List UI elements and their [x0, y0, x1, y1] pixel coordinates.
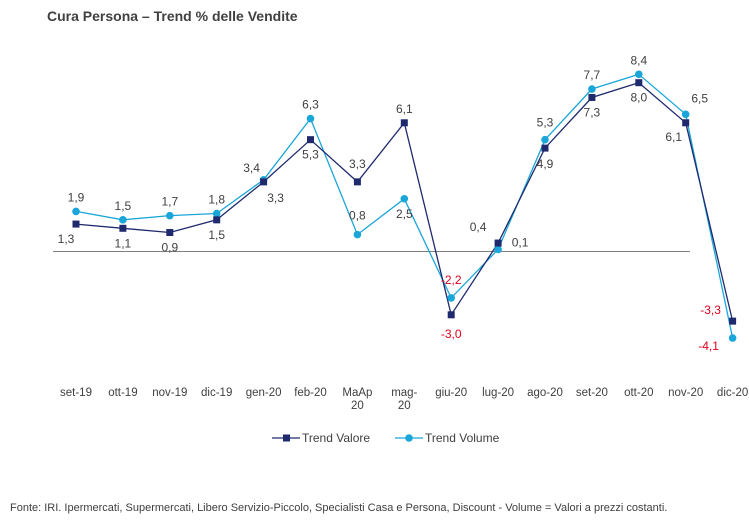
marker-volume-giu-20	[447, 294, 456, 302]
marker-valore-nov-20	[682, 119, 690, 127]
x-tick-label: gen-20	[246, 387, 282, 399]
x-tick-label: ott-19	[108, 387, 137, 399]
legend-marker-volume	[405, 434, 413, 442]
marker-volume-dic-19	[212, 209, 221, 218]
data-label-valore-mag-20: 6,1	[396, 102, 413, 116]
data-label-valore-lug-20: 0,4	[470, 220, 487, 234]
marker-volume-ago-20	[541, 135, 549, 144]
marker-volume-nov-19	[166, 211, 174, 220]
data-label-volume-MaAp-20: 0,8	[349, 209, 366, 223]
data-label-volume-feb-20: 6,3	[302, 98, 319, 112]
x-tick-label: mag-	[391, 387, 417, 399]
x-tick-label: MaAp	[342, 387, 372, 399]
x-axis-labels: set-19 ott-19 nov-19 dic-19 gen-20 feb-20 MaAp…	[60, 387, 748, 412]
marker-valore-set-20	[588, 93, 596, 101]
marker-valore-ott-19	[119, 224, 127, 232]
marker-volume-MaAp-20	[353, 230, 362, 239]
marker-volume-feb-20	[306, 114, 315, 123]
marker-volume-set-19	[72, 207, 80, 216]
marker-valore-dic-19	[213, 216, 221, 224]
x-tick-label: feb-20	[294, 387, 327, 399]
x-tick-label: dic-20	[717, 387, 748, 399]
data-label-volume-set-19: 1,9	[68, 190, 85, 204]
marker-valore-mag-20	[400, 119, 408, 127]
marker-volume-nov-20	[681, 110, 690, 119]
data-label-volume-dic-19: 1,8	[208, 193, 225, 207]
marker-volume-ott-20	[635, 70, 643, 79]
series-markers	[72, 70, 737, 342]
legend-label-valore: Trend Valore	[302, 431, 370, 445]
marker-volume-dic-20	[728, 334, 737, 342]
data-label-volume-dic-20: -4,1	[698, 339, 719, 353]
data-label-volume-giu-20: -2,2	[441, 273, 462, 287]
data-label-volume-lug-20: 0,1	[512, 235, 529, 249]
marker-valore-giu-20	[447, 311, 455, 319]
data-label-volume-nov-20: 6,5	[691, 91, 708, 105]
data-label-valore-dic-20: -3,3	[700, 303, 721, 317]
x-tick-label: ott-20	[624, 387, 653, 399]
x-tick-label: giu-20	[435, 387, 467, 399]
data-label-valore-feb-20: 5,3	[302, 148, 319, 162]
marker-valore-ott-20	[635, 79, 643, 87]
marker-valore-MaAp-20	[353, 178, 361, 186]
data-label-volume-set-20: 7,7	[584, 68, 601, 82]
legend-label-volume: Trend Volume	[425, 431, 500, 445]
x-tick-label: dic-19	[201, 387, 232, 399]
marker-valore-feb-20	[307, 136, 314, 144]
data-label-valore-MaAp-20: 3,3	[349, 157, 366, 171]
data-labels: 1,3 1,1 0,9 1,5 3,3 5,3 3,3 6,1 -3,0 0,4 4,9 7,3 8,0…	[58, 53, 722, 353]
data-label-volume-gen-20: 3,4	[243, 161, 260, 175]
data-label-valore-nov-20: 6,1	[665, 130, 682, 144]
marker-valore-dic-20	[729, 317, 737, 325]
data-label-valore-nov-19: 0,9	[161, 241, 178, 255]
marker-valore-set-19	[72, 220, 80, 228]
x-tick-label: 20	[351, 400, 364, 412]
data-label-valore-giu-20: -3,0	[441, 327, 462, 341]
source-footnote: Fonte: IRI. Ipermercati, Supermercati, L…	[10, 502, 668, 514]
marker-volume-set-20	[588, 85, 596, 93]
data-label-valore-set-20: 7,3	[584, 105, 601, 119]
legend: Trend Valore Trend Volume	[272, 431, 500, 445]
x-tick-label: ago-20	[527, 387, 563, 399]
x-tick-label: set-19	[60, 387, 92, 399]
data-label-valore-ott-20: 8,0	[630, 91, 647, 105]
x-tick-label: lug-20	[482, 387, 514, 399]
data-label-volume-mag-20: 2,5	[396, 207, 413, 221]
data-label-volume-nov-19: 1,7	[161, 195, 178, 209]
x-tick-label: 20	[398, 400, 411, 412]
marker-valore-lug-20	[494, 239, 502, 247]
data-label-valore-set-19: 1,3	[58, 232, 75, 246]
data-label-valore-dic-19: 1,5	[208, 228, 225, 242]
marker-valore-ago-20	[541, 144, 549, 152]
data-label-volume-ott-19: 1,5	[115, 199, 132, 213]
legend-marker-valore	[283, 434, 290, 442]
marker-valore-nov-19	[166, 229, 174, 237]
marker-valore-gen-20	[260, 178, 268, 186]
data-label-volume-ott-20: 8,4	[630, 53, 647, 67]
marker-volume-ott-19	[119, 216, 127, 224]
marker-volume-mag-20	[400, 194, 409, 203]
marker-volume-lug-20	[494, 245, 502, 254]
data-label-volume-ago-20: 5,3	[537, 116, 554, 130]
data-label-valore-ago-20: 4,9	[537, 157, 554, 171]
x-tick-label: nov-19	[152, 387, 187, 399]
data-label-valore-ott-19: 1,1	[115, 236, 132, 250]
chart-title: Cura Persona – Trend % delle Vendite	[47, 8, 298, 24]
x-tick-label: nov-20	[668, 387, 703, 399]
x-tick-label: set-20	[576, 387, 608, 399]
data-label-valore-gen-20: 3,3	[267, 191, 284, 205]
